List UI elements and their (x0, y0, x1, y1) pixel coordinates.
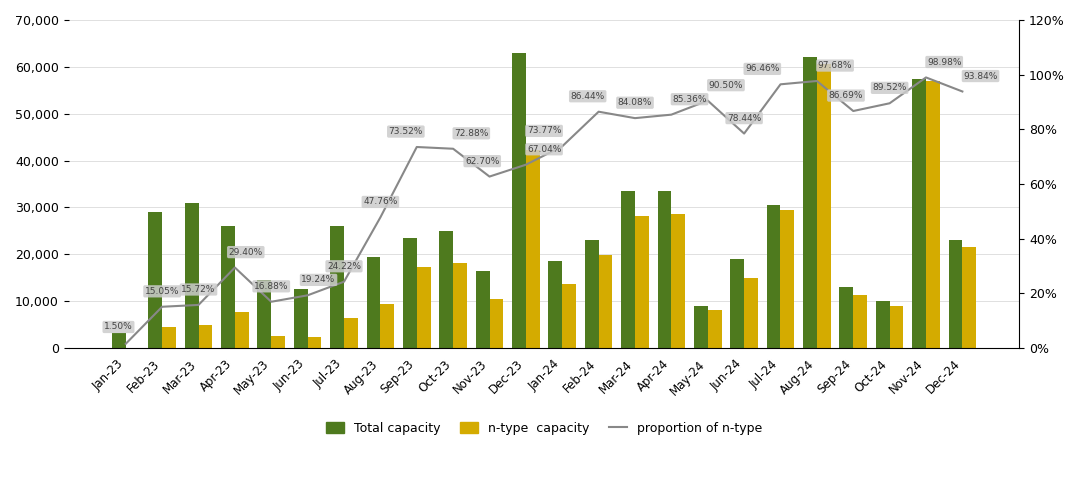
Bar (767, 205, 781, 348)
Text: 86.44%: 86.44% (570, 92, 605, 101)
Text: 93.84%: 93.84% (963, 71, 998, 80)
Bar (440, 231, 454, 348)
Bar (271, 337, 285, 348)
Text: 15.72%: 15.72% (181, 285, 216, 294)
Bar (598, 255, 612, 348)
Bar (162, 327, 176, 348)
Bar (549, 261, 563, 348)
Text: 84.08%: 84.08% (618, 98, 652, 107)
Bar (366, 257, 380, 348)
Text: 24.22%: 24.22% (327, 262, 361, 271)
Bar (804, 57, 816, 348)
Bar (658, 191, 672, 348)
Text: 86.69%: 86.69% (828, 91, 863, 100)
Bar (707, 310, 721, 348)
Bar (417, 267, 431, 348)
Text: 78.44%: 78.44% (727, 114, 761, 123)
Bar (112, 333, 125, 348)
Bar (526, 150, 540, 348)
Bar (221, 226, 234, 348)
Bar (853, 295, 867, 348)
Bar (563, 284, 576, 348)
Bar (148, 212, 162, 348)
Bar (890, 306, 904, 348)
Text: 47.76%: 47.76% (363, 198, 397, 206)
Text: 89.52%: 89.52% (873, 83, 907, 93)
Text: 73.52%: 73.52% (389, 127, 423, 136)
Bar (330, 226, 345, 348)
Legend: Total capacity, n-type  capacity, proportion of n-type: Total capacity, n-type capacity, proport… (321, 417, 768, 440)
Bar (257, 280, 271, 348)
Text: 72.88%: 72.88% (454, 129, 488, 138)
Text: 98.98%: 98.98% (927, 57, 961, 66)
Bar (584, 240, 598, 348)
Text: 1.50%: 1.50% (104, 322, 133, 331)
Bar (744, 278, 758, 348)
Bar (948, 240, 962, 348)
Bar (839, 287, 853, 348)
Bar (512, 53, 526, 348)
Text: 29.40%: 29.40% (229, 247, 262, 257)
Bar (672, 214, 685, 348)
Text: 90.50%: 90.50% (708, 80, 743, 90)
Text: 19.24%: 19.24% (301, 275, 336, 284)
Bar (621, 191, 635, 348)
Bar (475, 271, 489, 348)
Bar (635, 216, 649, 348)
Bar (185, 203, 199, 348)
Bar (730, 259, 744, 348)
Bar (926, 81, 940, 348)
Bar (913, 78, 926, 348)
Bar (294, 289, 308, 348)
Bar (345, 318, 357, 348)
Bar (694, 306, 707, 348)
Text: 85.36%: 85.36% (673, 95, 706, 104)
Text: 73.77%: 73.77% (527, 126, 562, 135)
Text: 67.04%: 67.04% (527, 145, 562, 154)
Bar (199, 325, 213, 348)
Bar (781, 210, 794, 348)
Bar (380, 304, 394, 348)
Bar (234, 312, 248, 348)
Text: 96.46%: 96.46% (745, 64, 780, 73)
Text: 97.68%: 97.68% (818, 61, 852, 70)
Text: 16.88%: 16.88% (254, 282, 288, 291)
Bar (454, 263, 467, 348)
Bar (308, 337, 322, 348)
Bar (962, 247, 976, 348)
Bar (876, 301, 890, 348)
Text: 62.70%: 62.70% (465, 156, 499, 165)
Text: 15.05%: 15.05% (145, 287, 179, 296)
Bar (489, 299, 503, 348)
Bar (816, 64, 831, 348)
Bar (403, 238, 417, 348)
